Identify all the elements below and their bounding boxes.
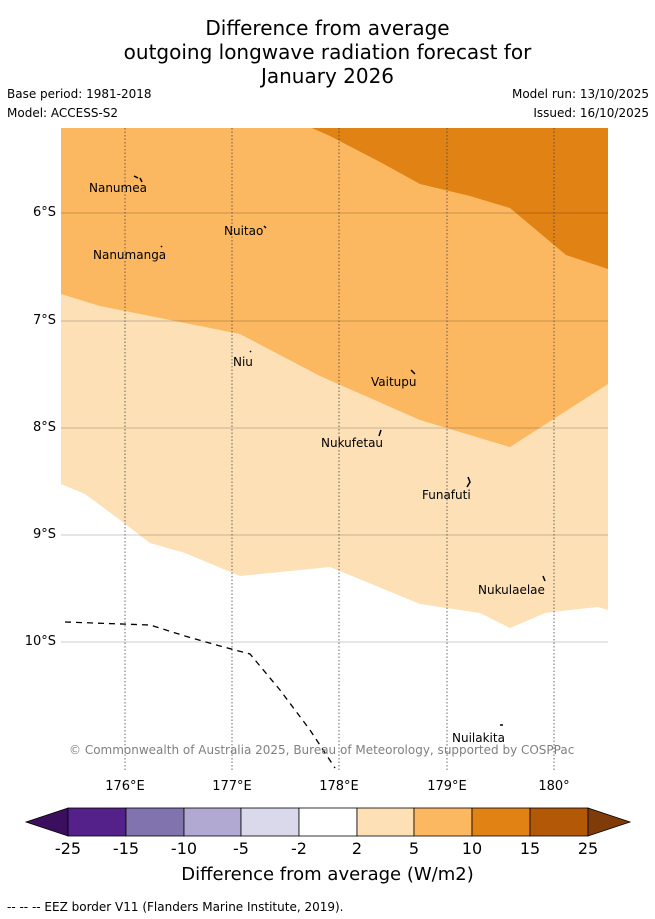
place-nukufetau: Nukufetau	[321, 436, 384, 450]
colorbar-tick: -5	[233, 839, 249, 858]
colorbar-segment-neg5-neg2	[240, 807, 300, 837]
lat-label-7s: 7°S	[32, 313, 56, 328]
island-nanumanga	[160, 245, 163, 248]
colorbar-tick: -15	[112, 839, 140, 858]
island-niu	[249, 350, 252, 353]
lat-label-8s: 8°S	[32, 420, 56, 435]
colorbar-segment-2-5	[356, 807, 415, 837]
lon-label-180: 180°	[538, 779, 570, 794]
island-nanumea	[133, 175, 143, 183]
model-run: Model run: 13/10/2025	[511, 87, 649, 101]
place-nanumanga: Nanumanga	[93, 248, 167, 262]
colorbar-tick: -10	[170, 839, 198, 858]
colorbar-tick: 2	[351, 839, 363, 858]
colorbar-segment-neg15-neg10	[125, 807, 185, 837]
copyright-notice: © Commonwealth of Australia 2025, Bureau…	[69, 743, 575, 757]
chart-title: Difference from average outgoing longwav…	[0, 16, 655, 88]
lat-label-9s: 9°S	[32, 527, 56, 542]
place-nukulaelae: Nukulaelae	[478, 583, 545, 597]
lon-label-178e: 178°E	[319, 779, 359, 794]
colorbar-min-arrow	[24, 807, 69, 837]
colorbar-segment-5-10	[413, 807, 473, 837]
issued-date: Issued: 16/10/2025	[533, 106, 649, 120]
eez-border	[64, 621, 336, 769]
colorbar-tick: 5	[408, 839, 420, 858]
place-funafuti: Funafuti	[422, 488, 471, 502]
colorbar-tick: 10	[461, 839, 483, 858]
island-nukulaelae	[542, 575, 546, 582]
place-nuitao: Nuitao	[224, 224, 264, 238]
band-5-to-10	[61, 128, 608, 447]
island-vaitupu	[410, 369, 416, 375]
model-name: Model: ACCESS-S2	[7, 106, 119, 120]
band-10-to-15	[312, 128, 608, 269]
title-line-3: January 2026	[260, 64, 395, 88]
island-nukufetau	[378, 429, 382, 437]
lon-label-176e: 176°E	[105, 779, 145, 794]
colorbar-tick: 15	[519, 839, 541, 858]
latitude-gridlines	[61, 212, 608, 643]
colorbar-tick: -25	[54, 839, 82, 858]
colorbar-tick: 25	[577, 839, 599, 858]
colorbar-max-arrow	[587, 807, 632, 837]
colorbar-segment-15-25	[529, 807, 589, 837]
base-period: Base period: 1981-2018	[7, 87, 152, 101]
place-nanumea: Nanumea	[89, 181, 147, 195]
island-marks	[133, 175, 546, 726]
lat-label-10s: 10°S	[24, 634, 56, 649]
lon-label-179e: 179°E	[427, 779, 467, 794]
colorbar-segment-neg25-neg15	[67, 807, 127, 837]
lon-label-177e: 177°E	[212, 779, 252, 794]
place-niu: Niu	[233, 355, 253, 369]
eez-footnote: -- -- -- EEZ border V11 (Flanders Marine…	[7, 900, 344, 914]
title-line-1: Difference from average	[205, 16, 450, 40]
lat-label-6s: 6°S	[32, 205, 56, 220]
island-funafuti	[466, 476, 471, 488]
colorbar-segment-10-15	[471, 807, 531, 837]
island-nuitao	[263, 225, 267, 229]
title-line-2: outgoing longwave radiation forecast for	[123, 40, 532, 64]
place-vaitupu: Vaitupu	[371, 375, 417, 389]
colorbar-label: Difference from average (W/m2)	[181, 864, 474, 885]
colorbar-segment-neg10-neg5	[183, 807, 242, 837]
place-nuilakita: Nuilakita	[452, 731, 505, 745]
colorbar-segment-neg2-2	[298, 807, 358, 837]
colorbar-tick: -2	[291, 839, 307, 858]
